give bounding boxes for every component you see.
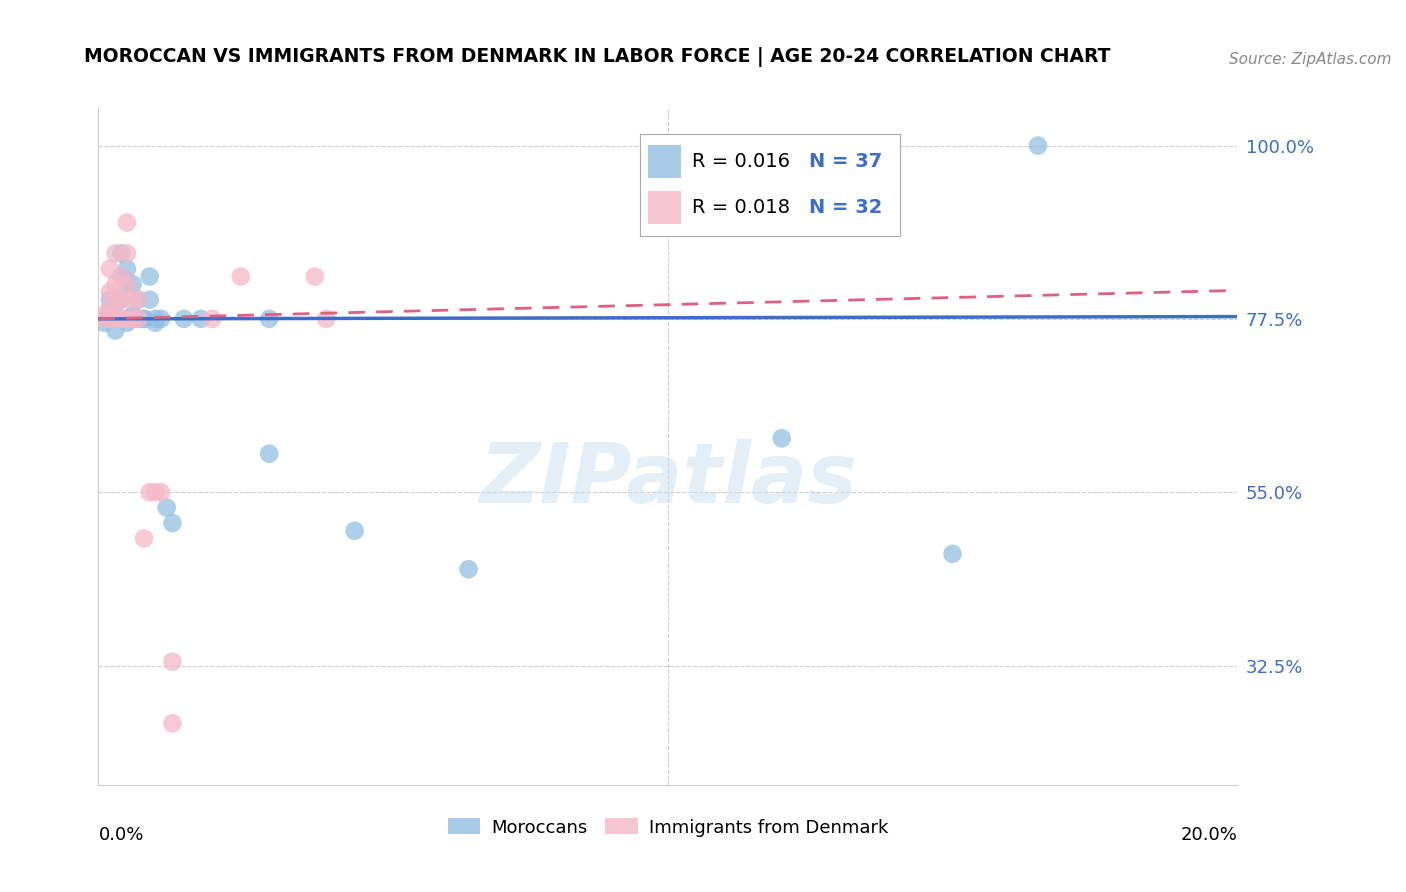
Point [150,312,173,326]
Point [457,562,479,576]
Point [138,269,160,284]
Point [110,293,132,307]
Point [93,312,115,326]
Point [110,293,132,307]
Point [127,312,149,326]
Point [115,312,138,326]
Point [315,312,337,326]
Point [145,312,167,326]
Point [121,312,143,326]
Point [115,261,138,276]
Text: R = 0.016: R = 0.016 [692,152,790,171]
Point [98,261,121,276]
Point [98,293,121,307]
Text: MOROCCAN VS IMMIGRANTS FROM DENMARK IN LABOR FORCE | AGE 20-24 CORRELATION CHART: MOROCCAN VS IMMIGRANTS FROM DENMARK IN L… [84,47,1111,67]
Point [115,316,138,330]
Text: ZIPatlas: ZIPatlas [479,440,856,520]
Point [127,293,149,307]
Point [110,312,132,326]
Point [104,277,127,292]
Point [343,524,366,538]
Point [138,485,160,500]
Point [115,216,138,230]
Point [98,312,121,326]
Point [110,269,132,284]
Point [162,516,184,530]
Point [121,277,143,292]
Point [104,308,127,322]
Point [145,485,167,500]
Point [190,312,212,326]
Point [162,716,184,731]
Point [201,312,224,326]
Text: 20.0%: 20.0% [1181,826,1237,844]
Legend: Moroccans, Immigrants from Denmark: Moroccans, Immigrants from Denmark [440,811,896,844]
Point [98,285,121,299]
Text: Source: ZipAtlas.com: Source: ZipAtlas.com [1229,52,1392,67]
Point [259,447,281,461]
FancyBboxPatch shape [648,145,682,178]
Point [132,312,155,326]
Point [132,312,155,326]
Point [259,312,281,326]
Point [104,312,127,326]
Text: R = 0.018: R = 0.018 [692,198,790,217]
Point [121,308,143,322]
Point [104,293,127,307]
Point [104,246,127,260]
Point [104,308,127,322]
Point [162,655,184,669]
Point [1026,138,1049,153]
Point [110,312,132,326]
Point [98,308,121,322]
Point [115,277,138,292]
Text: 0.0%: 0.0% [98,826,143,844]
Point [132,532,155,546]
Point [138,293,160,307]
Point [145,316,167,330]
Point [304,269,326,284]
Point [115,246,138,260]
Point [127,293,149,307]
Text: N = 37: N = 37 [808,152,882,171]
Point [104,293,127,307]
Point [156,500,179,515]
FancyBboxPatch shape [648,191,682,224]
Point [942,547,965,561]
Point [173,312,195,326]
Point [93,308,115,322]
Point [110,269,132,284]
Point [121,293,143,307]
Point [150,485,173,500]
Point [104,323,127,337]
Point [110,246,132,260]
Point [127,312,149,326]
Point [770,431,793,445]
Point [93,316,115,330]
Point [229,269,252,284]
Text: N = 32: N = 32 [808,198,882,217]
Point [115,312,138,326]
Point [115,277,138,292]
Point [121,312,143,326]
Point [98,301,121,315]
